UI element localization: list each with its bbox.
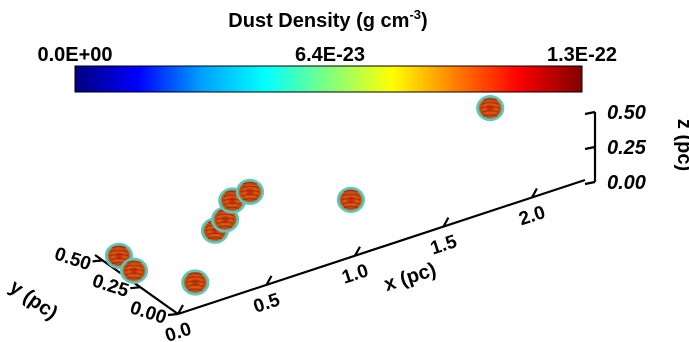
x-tick-label: 0.5 [251,289,283,317]
z-ticks: 0.00 0.25 0.50 [584,102,647,194]
y-tick-mark [92,259,103,263]
z-tick-label: 0.50 [607,102,646,124]
x-tick-mark [530,187,538,199]
x-tick-label: 1.0 [339,260,371,288]
z-tick-mark [584,110,596,116]
z-axis-label: z (pc) [673,119,689,171]
colorbar-title: Dust Density (g cm-3) [228,7,427,32]
dust-clump [119,257,149,284]
axes-3d: 0.0 0.5 1.0 1.5 2.0 0.00 0.25 0.50 0.00 0.25 0.5… [5,102,689,342]
dust-clump [336,186,366,213]
x-tick-label: 0.0 [162,319,194,342]
colorbar: Dust Density (g cm-3) 0.0E+00 6.4E-23 1.… [37,7,617,93]
colorbar-title-main: Dust Density (g cm [228,10,409,32]
x-axis-label: x (pc) [381,259,439,296]
data-points [104,95,505,296]
x-tick-mark [353,246,361,257]
y-axis-label: y (pc) [5,276,61,325]
z-tick-mark [584,180,596,186]
z-tick-label: 0.25 [607,137,647,159]
colorbar-title-end: ) [421,10,428,32]
colorbar-max-label: 1.3E-22 [547,44,617,66]
colorbar-min-label: 0.0E+00 [37,44,112,66]
colorbar-gradient [74,65,583,93]
x-axis-line [177,178,586,316]
dust-clump [235,178,265,205]
x-tick-mark [177,304,184,315]
x-tick-label: 2.0 [516,202,548,230]
y-tick-label: 0.50 [52,244,94,275]
z-tick-label: 0.00 [607,172,646,194]
colorbar-mid-label: 6.4E-23 [295,44,365,66]
x-tick-mark [265,275,273,286]
x-tick-label: 1.5 [428,231,460,259]
z-tick-mark [584,145,596,151]
y-tick-mark [167,312,179,317]
y-tick-mark [130,286,141,290]
dust-clump [476,95,505,122]
colorbar-title-sup: -3 [409,7,421,22]
dust-clump [181,269,210,296]
x-tick-mark [442,217,450,228]
